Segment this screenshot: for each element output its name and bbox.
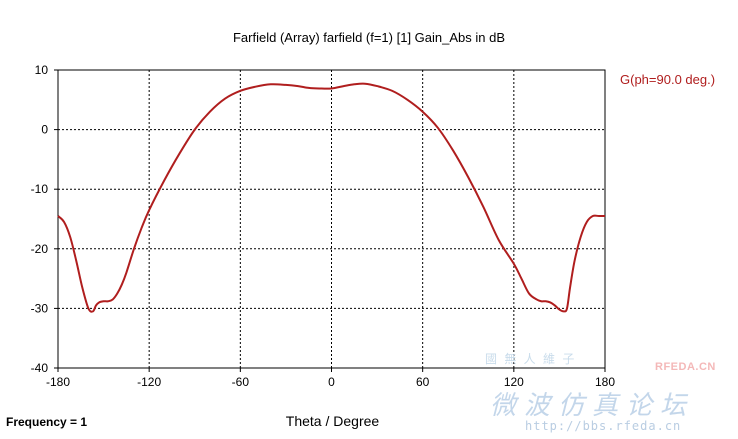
legend-entry: G(ph=90.0 deg.) <box>620 72 716 87</box>
x-tick-label: -180 <box>46 375 70 389</box>
x-tick-label: -120 <box>137 375 161 389</box>
x-tick-label: -60 <box>232 375 250 389</box>
x-tick-label: 0 <box>328 375 335 389</box>
y-tick-label: -10 <box>31 182 49 196</box>
tick-layer: -180 -120 -60 0 60 120 180 10 0 -10 -20 -30 -40 <box>31 63 616 389</box>
y-tick-label: 10 <box>35 63 49 77</box>
x-tick-label: 120 <box>504 375 524 389</box>
chart-title: Farfield (Array) farfield (f=1) [1] Gain… <box>232 30 506 45</box>
y-tick-label: -40 <box>31 361 49 375</box>
y-tick-label: -20 <box>31 242 49 256</box>
x-axis-label: Theta / Degree <box>285 413 380 429</box>
x-tick-label: 180 <box>595 375 615 389</box>
x-tick-label: 60 <box>416 375 430 389</box>
frequency-label: Frequency = 1 <box>6 415 88 429</box>
y-tick-label: -30 <box>31 301 49 315</box>
series-line-gain <box>57 82 605 313</box>
y-tick-label: 0 <box>41 123 48 137</box>
grid-layer <box>58 70 605 368</box>
